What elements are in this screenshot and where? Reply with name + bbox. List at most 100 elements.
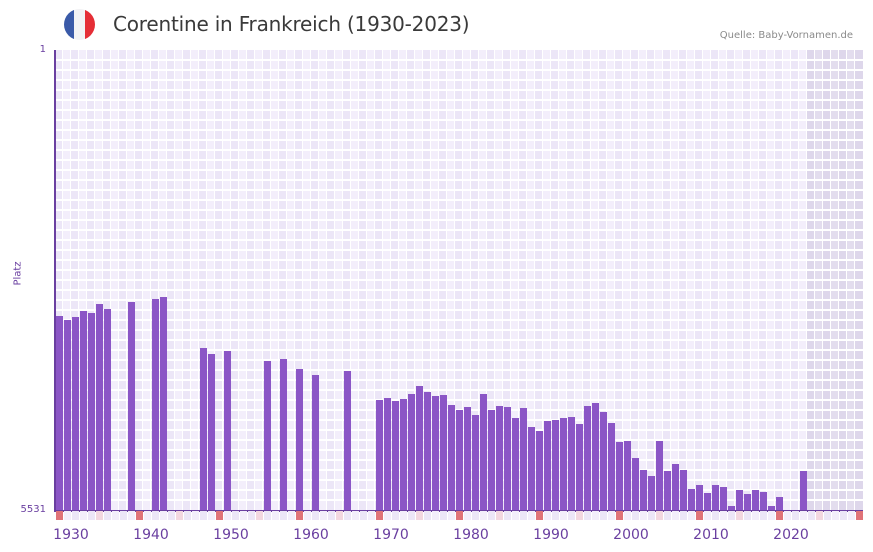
year-marker — [848, 511, 855, 520]
bar-2008[interactable] — [680, 469, 687, 510]
bar-2010[interactable] — [696, 484, 703, 510]
bar-1934[interactable] — [88, 312, 95, 510]
bar-1982[interactable] — [472, 414, 479, 510]
bar-2005[interactable] — [656, 440, 663, 510]
bar-1974[interactable] — [408, 393, 415, 510]
bar-1958[interactable] — [280, 358, 287, 510]
bar-1943[interactable] — [160, 296, 167, 510]
bar-1942[interactable] — [152, 298, 159, 510]
bar-1948[interactable] — [200, 347, 207, 510]
bar-1936[interactable] — [104, 308, 111, 510]
bar-2013[interactable] — [720, 486, 727, 510]
bar-1997[interactable] — [592, 402, 599, 510]
bar-1998[interactable] — [600, 411, 607, 510]
x-tick-label: 2010 — [693, 527, 729, 543]
bar-1975[interactable] — [416, 385, 423, 510]
bar-1933[interactable] — [80, 310, 87, 510]
bar-2001[interactable] — [624, 440, 631, 510]
grid-line-vertical — [326, 50, 327, 510]
bar-1988[interactable] — [520, 407, 527, 510]
grid-line-horizontal — [55, 179, 863, 181]
bar-1981[interactable] — [464, 406, 471, 510]
bar-1980[interactable] — [456, 409, 463, 510]
midyear-marker — [576, 511, 583, 520]
bar-1985[interactable] — [496, 405, 503, 510]
bar-2023[interactable] — [800, 470, 807, 510]
bar-2000[interactable] — [616, 441, 623, 510]
bar-1992[interactable] — [552, 419, 559, 510]
decade-marker — [56, 511, 63, 520]
bar-1960[interactable] — [296, 368, 303, 510]
bar-1956[interactable] — [264, 360, 271, 510]
bar-2017[interactable] — [752, 489, 759, 510]
bar-2015[interactable] — [736, 489, 743, 510]
grid-line-horizontal — [55, 369, 863, 371]
bar-1994[interactable] — [568, 416, 575, 510]
year-marker — [840, 511, 847, 520]
bar-1995[interactable] — [576, 423, 583, 510]
bar-2003[interactable] — [640, 469, 647, 510]
bar-2009[interactable] — [688, 488, 695, 510]
bar-1930[interactable] — [56, 315, 63, 510]
bar-1970[interactable] — [376, 399, 383, 510]
bar-2002[interactable] — [632, 457, 639, 510]
bar-1973[interactable] — [400, 398, 407, 510]
bar-1931[interactable] — [64, 319, 71, 510]
bar-1989[interactable] — [528, 426, 535, 510]
bar-1993[interactable] — [560, 417, 567, 510]
bar-1962[interactable] — [312, 374, 319, 510]
bar-1999[interactable] — [608, 422, 615, 510]
bar-2004[interactable] — [648, 475, 655, 510]
year-marker — [624, 511, 631, 520]
bar-2007[interactable] — [672, 463, 679, 510]
bar-1983[interactable] — [480, 393, 487, 510]
bar-2012[interactable] — [712, 484, 719, 510]
bar-2020[interactable] — [776, 496, 783, 510]
bar-1966[interactable] — [344, 370, 351, 510]
bar-1990[interactable] — [536, 430, 543, 510]
grid-line-horizontal — [55, 329, 863, 331]
year-marker — [592, 511, 599, 520]
bar-2006[interactable] — [664, 470, 671, 510]
grid-line-vertical — [694, 50, 695, 510]
x-tick-label: 1980 — [453, 527, 489, 543]
bar-1972[interactable] — [392, 400, 399, 510]
bar-1986[interactable] — [504, 406, 511, 510]
bar-2016[interactable] — [744, 493, 751, 510]
bar-1949[interactable] — [208, 353, 215, 510]
year-marker — [288, 511, 295, 520]
grid-line-horizontal — [55, 289, 863, 291]
grid-line-vertical — [366, 50, 367, 510]
decade-marker — [536, 511, 543, 520]
year-marker — [120, 511, 127, 520]
bar-1971[interactable] — [384, 397, 391, 510]
bar-1951[interactable] — [224, 350, 231, 510]
bar-1976[interactable] — [424, 391, 431, 510]
bar-2018[interactable] — [760, 491, 767, 510]
bar-1979[interactable] — [448, 404, 455, 510]
bar-1996[interactable] — [584, 405, 591, 510]
x-tick-label: 1970 — [373, 527, 409, 543]
decade-marker — [616, 511, 623, 520]
grid-line-vertical — [510, 50, 511, 510]
grid-line-vertical — [310, 50, 311, 510]
bar-1939[interactable] — [128, 301, 135, 510]
year-marker — [600, 511, 607, 520]
bar-2014[interactable] — [728, 505, 735, 510]
grid-line-vertical — [838, 50, 839, 510]
year-marker — [448, 511, 455, 520]
bar-1932[interactable] — [72, 316, 79, 510]
bar-2019[interactable] — [768, 505, 775, 510]
grid-line-vertical — [774, 50, 775, 510]
bar-1935[interactable] — [96, 303, 103, 510]
grid-line-vertical — [606, 50, 607, 510]
year-marker — [152, 511, 159, 520]
grid-line-vertical — [158, 50, 159, 510]
year-marker — [192, 511, 199, 520]
bar-1978[interactable] — [440, 394, 447, 510]
bar-2011[interactable] — [704, 492, 711, 510]
bar-1977[interactable] — [432, 395, 439, 510]
bar-1991[interactable] — [544, 420, 551, 510]
bar-1984[interactable] — [488, 409, 495, 510]
bar-1987[interactable] — [512, 417, 519, 510]
